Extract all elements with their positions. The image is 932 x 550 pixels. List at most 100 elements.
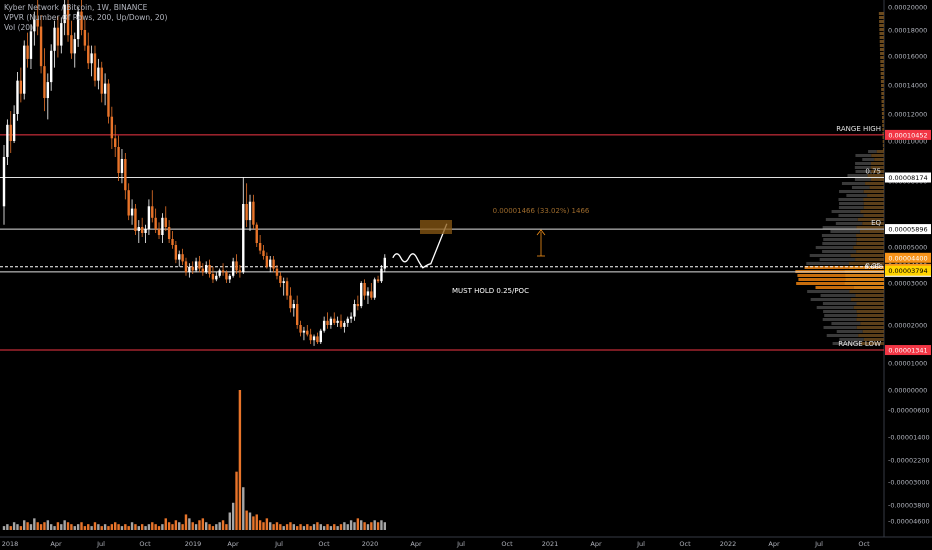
vpvr-row-up	[855, 170, 872, 173]
candle-body	[258, 243, 262, 251]
vpvr-row-up	[804, 266, 849, 269]
candle-body	[235, 261, 238, 271]
candle-body	[2, 157, 6, 207]
vpvr-row-up	[823, 238, 857, 241]
volume-bar	[218, 522, 221, 530]
vpvr-row-up	[826, 334, 859, 337]
candle-body	[370, 291, 373, 298]
vpvr-indicator-label[interactable]: VPVR (Number Of Rows, 200, Up/Down, 20)	[4, 13, 168, 22]
candle-body	[49, 50, 53, 83]
vpvr-row-up	[878, 16, 884, 19]
candle-body	[329, 318, 333, 325]
vpvr-row-down	[853, 306, 884, 309]
volume-bar	[29, 524, 33, 530]
vpvr-row-down	[865, 182, 884, 185]
time-tick-label: Apr	[410, 540, 422, 548]
candle-body	[6, 124, 9, 157]
volume-bar	[279, 524, 282, 530]
volume-bar	[333, 524, 336, 530]
volume-bar	[87, 524, 90, 530]
volume-bar	[174, 520, 178, 530]
vpvr-row-up	[879, 36, 884, 39]
candle-body	[292, 304, 296, 309]
volume-bar	[43, 522, 46, 530]
candle-body	[29, 31, 33, 59]
volume-bar	[299, 524, 302, 530]
vpvr-row-up	[851, 186, 870, 189]
candle-body	[218, 270, 221, 276]
vpvr-row-up	[820, 294, 856, 297]
vpvr-row-up	[880, 68, 884, 71]
vpvr-row-up	[823, 326, 857, 329]
volume-bar	[235, 471, 238, 530]
volume-bar	[124, 524, 127, 530]
vpvr-row-up	[819, 258, 856, 261]
candle-body	[178, 254, 181, 260]
candle-body	[289, 295, 292, 309]
candle-body	[147, 206, 151, 229]
vpvr-row-up	[839, 338, 864, 341]
volume-tick-label: -0.00002200	[888, 457, 930, 465]
volume-bar	[248, 512, 252, 530]
time-tick-label: Jul	[274, 540, 283, 548]
vpvr-row-up	[822, 242, 857, 245]
vpvr-row-up	[882, 132, 884, 135]
vpvr-row-up	[838, 206, 864, 209]
volume-bar	[380, 520, 383, 530]
vpvr-row-up	[881, 96, 884, 99]
vpvr-row-up	[854, 178, 871, 181]
candle-body	[103, 83, 107, 94]
price-tick-label: 0.00020000	[888, 4, 927, 12]
candle-body	[154, 217, 157, 229]
candle-body	[262, 250, 265, 256]
candle-body	[127, 190, 130, 216]
candle-body	[80, 11, 83, 31]
vpvr-row-up	[879, 44, 884, 47]
time-tick-label: Oct	[139, 540, 151, 548]
candle-body	[225, 272, 228, 280]
time-tick-label: Jul	[814, 540, 823, 548]
vpvr-row-up	[835, 222, 863, 225]
volume-bar	[201, 518, 205, 530]
volume-bar	[275, 522, 279, 530]
volume-bar	[53, 526, 56, 530]
vpvr-row-up	[807, 290, 850, 293]
volume-indicator-label[interactable]: Vol (20)	[4, 23, 34, 32]
volume-bar	[255, 514, 258, 530]
vpvr-row-up	[882, 140, 884, 143]
level-price-tag: 0.00008174	[888, 174, 927, 182]
candle-body	[366, 291, 370, 296]
volume-bar	[33, 518, 36, 530]
vpvr-row-up	[879, 40, 884, 43]
candle-body	[198, 261, 201, 269]
time-tick-label: 2019	[185, 540, 202, 548]
vpvr-row-up	[881, 88, 884, 91]
candle-body	[110, 116, 114, 139]
candle-body	[295, 304, 299, 325]
volume-bar	[360, 520, 363, 530]
poc-price-tag-bg	[885, 265, 931, 276]
volume-bar	[316, 522, 319, 530]
vpvr-row-up	[846, 194, 868, 197]
volume-bar	[9, 526, 12, 530]
time-tick-label: Oct	[858, 540, 870, 548]
candle-body	[157, 229, 161, 235]
candle-body	[43, 66, 46, 99]
candle-body	[144, 229, 147, 233]
vpvr-row-down	[856, 310, 884, 313]
vpvr-row-up	[879, 20, 884, 23]
vpvr-row-down	[869, 186, 884, 189]
symbol-title[interactable]: Kyber Network / Bitcoin, 1W, BINANCE	[4, 3, 148, 12]
candle-body	[346, 318, 349, 323]
vpvr-row-up	[879, 24, 884, 27]
candle-body	[137, 227, 140, 231]
candle-body	[360, 283, 363, 307]
target-zone	[420, 220, 452, 234]
candle-body	[316, 336, 319, 343]
vpvr-row-down	[853, 286, 884, 289]
vpvr-row-down	[860, 322, 884, 325]
vpvr-row-up	[879, 28, 884, 31]
price-tick-label: 0.00016000	[888, 53, 927, 61]
candle-body	[373, 279, 376, 298]
